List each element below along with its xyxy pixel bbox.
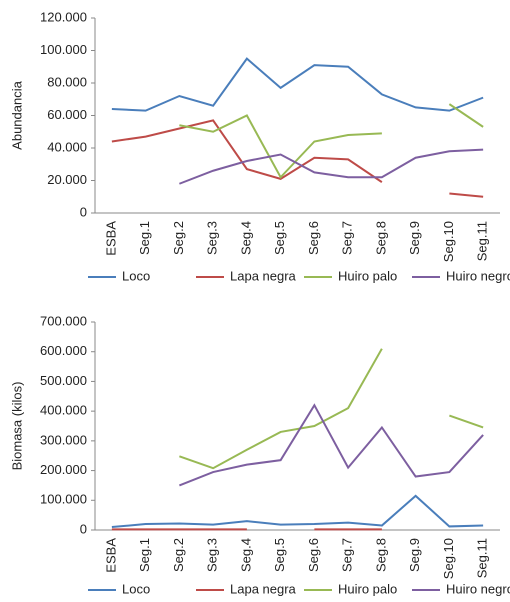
series-line [111, 57, 484, 112]
y-tick-label: 500.000 [40, 373, 87, 388]
x-tick-label: Seg.10 [441, 221, 456, 262]
x-tick-label: Seg.2 [171, 538, 186, 572]
x-tick-label: Seg.11 [475, 538, 490, 578]
series-line [179, 103, 484, 179]
y-tick-label: 40.000 [47, 139, 87, 154]
legend-label: Loco [122, 581, 150, 596]
legend-label: Lapa negra [230, 268, 297, 283]
y-tick-label: 300.000 [40, 432, 87, 447]
y-tick-label: 60.000 [47, 107, 87, 122]
series-line [179, 403, 484, 487]
legend-label: Huiro palo [338, 581, 397, 596]
x-tick-label: Seg.6 [306, 538, 321, 572]
y-axis-title: Biomasa (kilos) [9, 382, 24, 471]
x-tick-label: Seg.2 [171, 221, 186, 255]
x-tick-label: Seg.3 [205, 221, 220, 255]
legend-label: Huiro palo [338, 268, 397, 283]
x-tick-label: Seg.8 [373, 221, 388, 255]
x-tick-label: Seg.3 [205, 538, 220, 572]
x-tick-label: ESBA [103, 538, 118, 573]
x-tick-label: ESBA [103, 221, 118, 256]
x-tick-label: Seg.5 [272, 538, 287, 572]
x-tick-label: Seg.8 [373, 538, 388, 572]
x-tick-label: Seg.4 [238, 538, 253, 572]
x-tick-label: Seg.6 [306, 221, 321, 255]
y-tick-label: 100.000 [40, 492, 87, 507]
series-line [179, 348, 484, 470]
y-tick-label: 400.000 [40, 403, 87, 418]
x-tick-label: Seg.9 [407, 538, 422, 572]
legend-label: Huiro negro [446, 581, 510, 596]
y-tick-label: 600.000 [40, 343, 87, 358]
series-line [111, 494, 484, 529]
y-tick-label: 200.000 [40, 462, 87, 477]
y-tick-label: 0 [80, 521, 87, 536]
x-tick-label: Seg.7 [340, 538, 355, 572]
series-line [179, 148, 484, 185]
y-tick-label: 0 [80, 204, 87, 219]
legend-label: Lapa negra [230, 581, 297, 596]
legend-label: Loco [122, 268, 150, 283]
y-tick-label: 80.000 [47, 74, 87, 89]
x-tick-label: Seg.9 [407, 221, 422, 255]
x-tick-label: Seg.4 [238, 221, 253, 255]
series-line [111, 119, 484, 198]
y-tick-label: 700.000 [40, 313, 87, 328]
y-tick-label: 120.000 [40, 9, 87, 24]
x-tick-label: Seg.5 [272, 221, 287, 255]
y-axis-title: Abundancia [9, 80, 24, 149]
y-tick-label: 20.000 [47, 172, 87, 187]
y-tick-label: 100.000 [40, 42, 87, 57]
legend-label: Huiro negro [446, 268, 510, 283]
x-tick-label: Seg.1 [137, 221, 152, 255]
x-tick-label: Seg.11 [475, 221, 490, 261]
x-tick-label: Seg.7 [340, 221, 355, 255]
x-tick-label: Seg.10 [441, 538, 456, 579]
x-tick-label: Seg.1 [137, 538, 152, 572]
